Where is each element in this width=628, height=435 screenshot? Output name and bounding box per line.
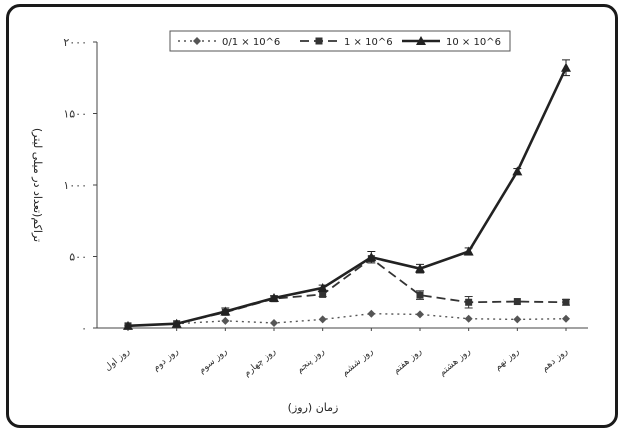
series-line [127,257,567,327]
legend-label: 0/1 × 10^6 [222,37,280,48]
x-axis-title: زمان (روز) [288,401,339,414]
data-point [319,290,327,298]
x-category-label: روز هشتم [438,347,473,379]
y-axis-title: تراکم(تعداد در میلی لیتر) [31,128,44,242]
x-category-label: روز نهم [493,347,521,373]
x-category-label: روز هفتم [392,347,424,376]
data-point [317,282,328,292]
chart-frame [6,4,618,428]
data-point [415,263,425,273]
y-tick-label: ۵۰۰ [69,251,87,264]
data-point [512,166,523,176]
data-point [464,314,473,323]
data-point [270,318,278,327]
data-point [465,298,473,306]
data-point [315,37,323,45]
data-point [416,291,424,299]
x-category-label: روز دهم [540,347,570,374]
x-category-label: روز چهارم [242,347,278,379]
y-tick-label: ۱۰۰۰ [63,179,87,192]
data-point [318,315,327,324]
x-axis-categories: روز اول روز دوم روز سوم روز چهارم روز پنجم رو… [103,328,570,379]
y-axis-ticks: ۰ ۵۰۰ ۱۰۰۰ ۱۵۰۰ ۲۰۰۰ [63,36,97,335]
data-point [513,315,522,324]
data-point [562,314,570,323]
series-line [127,312,567,327]
y-tick-label: ۲۰۰۰ [63,36,87,49]
legend-box [169,30,511,52]
data-point [561,62,571,72]
chart-axes [96,42,588,329]
data-point [193,37,201,45]
x-category-label: روز ششم [340,347,375,379]
data-point [513,298,521,306]
series-2 [124,255,570,330]
data-point [366,252,377,262]
legend: 0/1 × 10^6 1 × 10^6 10 × 10^6 [169,30,511,52]
data-point [269,292,279,302]
data-point [562,298,570,306]
data-point [221,316,230,325]
series-layer [123,59,571,330]
data-point [220,306,231,316]
x-category-label: روز اول [103,347,132,373]
y-tick-label: ۰ [81,322,87,335]
legend-label: 1 × 10^6 [344,37,393,48]
x-category-label: روز پنجم [295,347,327,376]
series-3 [123,59,571,330]
data-point [416,36,426,45]
data-point [367,309,376,318]
x-category-label: روز دوم [151,347,180,374]
data-point [123,320,133,330]
series-line [127,67,568,328]
y-tick-label: ۱۵۰۰ [63,108,87,121]
x-category-label: روز سوم [197,347,229,376]
data-point [416,310,424,319]
legend-label: 10 × 10^6 [446,37,501,48]
data-point [463,246,474,256]
data-point [171,318,182,328]
